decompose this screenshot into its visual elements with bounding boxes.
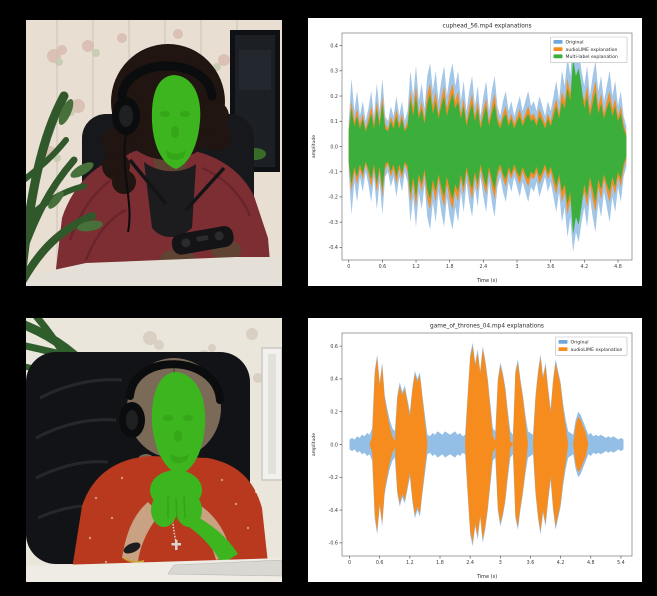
y-tick-label: 0.1 [330, 119, 338, 125]
y-tick-label: 0.4 [330, 43, 338, 49]
video-frame-bottom-illustration [26, 318, 282, 582]
y-tick-label: -0.3 [329, 220, 338, 226]
face-mask-overlay [151, 75, 201, 169]
x-axis-label: Time (s) [476, 278, 497, 284]
x-tick-label: 3.6 [547, 264, 555, 270]
headphones-band [126, 360, 224, 404]
x-tick-label: 3 [499, 560, 502, 566]
legend-swatch [553, 40, 563, 44]
y-tick-label: 0.0 [330, 144, 338, 150]
x-tick-label: 4.2 [581, 264, 589, 270]
y-tick-label: 0.2 [330, 94, 338, 100]
video-frame-top-illustration [26, 20, 282, 286]
wrist-watch [123, 542, 141, 554]
waveform-chart-top: 0 0.6 1.2 1.8 2.4 3 3.6 4.2 4.8 0.4 0.3 0.2 0.1 0.0 -0… [308, 18, 642, 286]
x-tick-label: 0.6 [379, 264, 387, 270]
plant-leaves [48, 99, 103, 232]
y-tick-label: -0.2 [329, 475, 338, 481]
x-tick-label: 1.2 [406, 560, 414, 566]
waveform-plot-svg: 0 0.6 1.2 1.8 2.4 3 3.6 4.2 4.8 0.4 0.3 0.2 0.1 0.0 -0… [311, 24, 633, 284]
legend-label: audioLIME explanation [566, 47, 618, 53]
waveform-chart-bottom: 0 0.6 1.2 1.8 2.4 3 3.6 4.2 4.8 5.4 0.6 0.4 0.2 0.0 -0… [308, 318, 642, 582]
x-tick-label: 2.4 [480, 264, 488, 270]
x-tick-label: 4.8 [587, 560, 595, 566]
x-tick-label: 0 [347, 264, 350, 270]
x-tick-label: 3.6 [527, 560, 535, 566]
chart-title: game_of_thrones_04.mp4 explanations [430, 324, 544, 330]
y-tick-label: 0.4 [330, 377, 338, 383]
legend-swatch [558, 347, 568, 351]
x-tick-label: 4.2 [557, 560, 565, 566]
legend-label: Original [571, 340, 589, 346]
cross-pendant [171, 540, 181, 550]
x-tick-label: 0 [348, 560, 351, 566]
legend-swatch [553, 47, 563, 51]
video-frame-bottom [26, 318, 282, 582]
wall-frame [261, 347, 282, 481]
laptop-edge [167, 559, 282, 577]
x-tick-label: 5.4 [617, 560, 625, 566]
y-axis-label: amplitude [311, 433, 317, 456]
legend-box [555, 336, 628, 356]
wallpaper-flowers [44, 29, 230, 162]
legend-label: Multi-label explanation [566, 54, 619, 60]
y-axis-label: amplitude [311, 135, 317, 158]
waveform-plot-svg: 0 0.6 1.2 1.8 2.4 3 3.6 4.2 4.8 5.4 0.6 0.4 0.2 0.0 -0… [311, 324, 633, 580]
y-tick-label: 0.2 [330, 410, 338, 416]
y-tick-label: -0.4 [329, 508, 338, 514]
y-tick-label: 0.6 [330, 344, 338, 350]
face-shading [163, 415, 193, 463]
y-tick-label: 0.0 [330, 442, 338, 448]
legend-label: audioLIME explanation [571, 347, 623, 353]
legend-label: Original [566, 40, 584, 46]
x-tick-label: 0.6 [376, 560, 384, 566]
hand-shading [167, 495, 186, 521]
y-tick-label: -0.4 [329, 245, 338, 251]
game-controller [171, 226, 234, 255]
hands-mask-overlay [150, 470, 238, 564]
x-tick-label: 1.8 [446, 264, 454, 270]
x-tick-label: 1.2 [412, 264, 420, 270]
legend-swatch [553, 54, 563, 59]
y-tick-label: 0.3 [330, 69, 338, 75]
black-shirt [144, 162, 196, 237]
waveform-series [348, 58, 627, 235]
face-mask-overlay [151, 372, 206, 475]
table [26, 257, 282, 286]
x-tick-label: 2.4 [466, 560, 474, 566]
chart-title: cuphead_56.mp4 explanations [442, 24, 531, 30]
waveform-series [349, 346, 624, 543]
headphones-band [117, 61, 217, 101]
x-tick-label: 4.8 [614, 264, 622, 270]
face-shading [160, 111, 190, 160]
legend-box [550, 36, 628, 63]
jacket-lapels [128, 158, 226, 212]
legend-swatch [558, 340, 568, 344]
x-axis-label: Time (s) [476, 574, 497, 580]
y-tick-label: -0.1 [329, 170, 338, 176]
y-tick-label: -0.2 [329, 195, 338, 201]
x-tick-label: 3 [515, 264, 518, 270]
plant [26, 91, 96, 284]
headphones-cable [123, 133, 131, 233]
x-tick-label: 1.8 [436, 560, 444, 566]
video-frame-top [26, 20, 282, 286]
y-tick-label: -0.6 [329, 541, 338, 547]
